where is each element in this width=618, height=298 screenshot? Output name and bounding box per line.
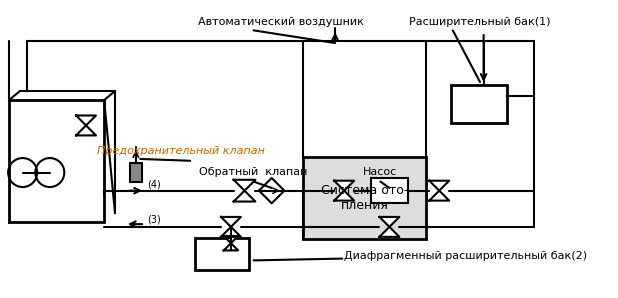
Text: Автоматический воздушник: Автоматический воздушник <box>198 17 363 27</box>
Polygon shape <box>379 217 399 227</box>
Polygon shape <box>379 227 399 237</box>
Polygon shape <box>224 236 238 243</box>
Polygon shape <box>76 116 96 125</box>
Bar <box>195 238 249 270</box>
Bar <box>9 100 104 222</box>
Bar <box>451 85 507 123</box>
Polygon shape <box>234 191 255 201</box>
Polygon shape <box>334 191 354 201</box>
Text: Насос: Насос <box>363 167 397 177</box>
Text: Предохранительный клапан: Предохранительный клапан <box>97 146 265 156</box>
Text: Обратный  клапан: Обратный клапан <box>200 167 308 177</box>
Bar <box>303 157 426 239</box>
Text: (4): (4) <box>146 180 161 190</box>
Polygon shape <box>334 181 354 191</box>
Text: Система ото-
пления: Система ото- пления <box>321 184 408 212</box>
Bar <box>371 178 407 203</box>
Polygon shape <box>430 181 449 191</box>
Bar <box>130 164 142 181</box>
Text: (3): (3) <box>146 214 161 224</box>
Polygon shape <box>76 125 96 135</box>
Text: Расширительный бак(1): Расширительный бак(1) <box>409 17 551 27</box>
Polygon shape <box>221 227 241 237</box>
Polygon shape <box>224 243 238 250</box>
Polygon shape <box>430 191 449 201</box>
Polygon shape <box>234 180 255 191</box>
Polygon shape <box>221 217 241 227</box>
Text: Диафрагменный расширительный бак(2): Диафрагменный расширительный бак(2) <box>344 251 587 261</box>
Polygon shape <box>259 178 284 203</box>
